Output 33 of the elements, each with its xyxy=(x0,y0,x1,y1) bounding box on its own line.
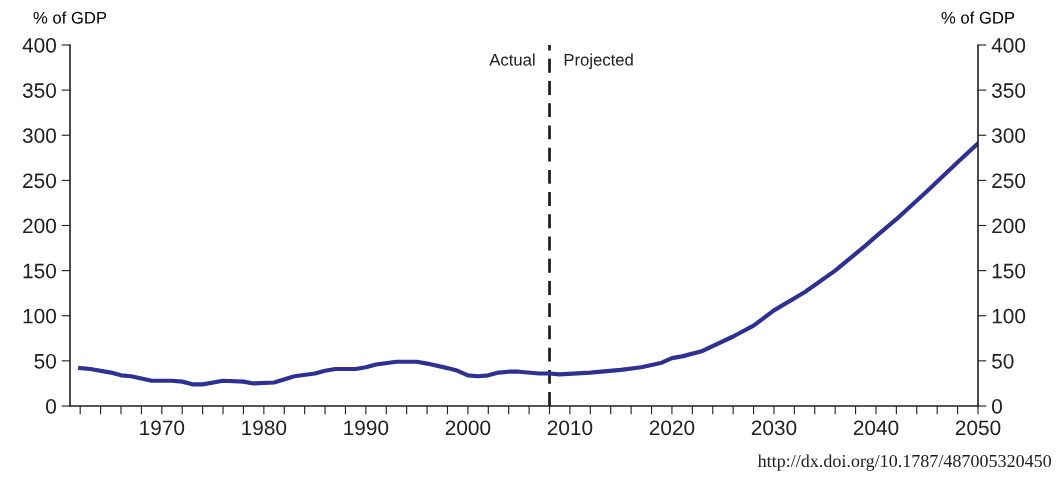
x-tick-label: 1970 xyxy=(140,420,185,436)
y2-tick-label: 50 xyxy=(992,353,1014,369)
y2-tick-label: 300 xyxy=(991,128,1026,143)
y-tick-label: 300 xyxy=(22,128,56,143)
x-tick-label: 2040 xyxy=(853,420,899,436)
y-axis-title: % of GDP xyxy=(33,11,107,24)
x-tick-label: 1990 xyxy=(344,420,389,436)
y2-tick-label: 250 xyxy=(992,173,1026,189)
y2-tick-label: 350 xyxy=(991,83,1026,98)
y-tick-label: 350 xyxy=(22,83,56,98)
y2-tick-label: 150 xyxy=(992,263,1026,279)
y-tick-label: 150 xyxy=(23,263,56,279)
y-tick-label: 400 xyxy=(22,38,56,53)
x-tick-label: 2030 xyxy=(751,420,797,436)
y2-tick-label: 0 xyxy=(992,399,1002,414)
y2-tick-label: 200 xyxy=(992,218,1026,234)
y2-axis-title: % of GDP xyxy=(941,11,1015,24)
y-tick-label: 100 xyxy=(23,308,56,324)
x-tick-label: 2050 xyxy=(955,420,1001,436)
x-tick-label: 2000 xyxy=(445,420,491,436)
x-tick-label: 2020 xyxy=(649,420,695,436)
line-series xyxy=(78,141,978,387)
y2-tick-label: 400 xyxy=(991,38,1026,53)
y-tick-label: 0 xyxy=(46,399,56,414)
annotation: Actual xyxy=(489,53,535,66)
x-tick-label: 2010 xyxy=(547,420,593,436)
y2-tick-label: 100 xyxy=(992,308,1026,324)
y-tick-label: 200 xyxy=(23,218,56,234)
text: http://dx.doi.org/10.1787/487005320450 xyxy=(757,454,1052,471)
y-tick-label: 250 xyxy=(23,173,56,189)
y-tick-label: 50 xyxy=(34,353,56,369)
x-tick-label: 1980 xyxy=(242,420,287,436)
annotation: Projected xyxy=(564,53,633,70)
